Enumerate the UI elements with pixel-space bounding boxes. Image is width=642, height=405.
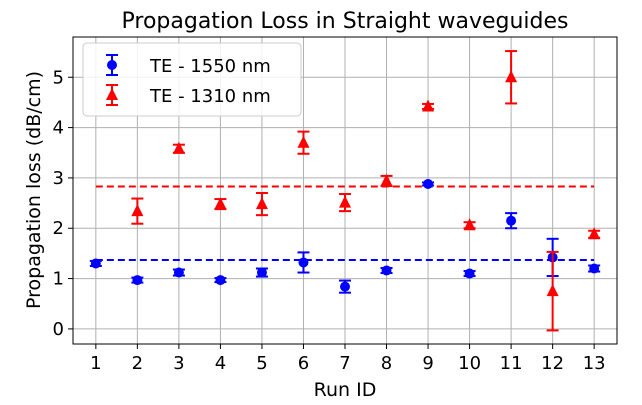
data-point	[463, 218, 476, 231]
data-point	[131, 204, 144, 217]
data-point	[214, 197, 227, 210]
legend-markers	[106, 54, 118, 106]
y-tick-label: 5	[53, 67, 64, 88]
x-tick-label: 3	[173, 353, 184, 374]
y-axis-ticks: 0 1 2 3 4 5	[53, 67, 73, 340]
legend-label-te-1310: TE - 1310 nm	[149, 86, 271, 107]
mean-lines	[95, 185, 595, 261]
x-tick-label: 6	[298, 353, 309, 374]
y-tick-label: 3	[53, 168, 64, 189]
data-point	[422, 99, 435, 112]
x-tick-label: 7	[339, 353, 350, 374]
y-tick-label: 4	[53, 118, 64, 139]
data-point	[506, 215, 517, 226]
data-point	[339, 195, 351, 208]
data-point	[589, 263, 600, 274]
legend: TE - 1550 nm TE - 1310 nm	[82, 42, 302, 117]
data-point	[172, 141, 185, 154]
y-tick-label: 2	[53, 218, 64, 239]
y-tick-label: 0	[53, 319, 64, 340]
data-point	[423, 178, 434, 189]
x-tick-label: 5	[256, 353, 267, 374]
data-point	[298, 257, 309, 268]
data-point	[464, 268, 475, 279]
data-point	[173, 267, 184, 278]
x-tick-label: 9	[422, 353, 433, 374]
x-tick-label: 12	[541, 353, 564, 374]
data-point	[588, 227, 601, 240]
data-point	[505, 70, 518, 83]
legend-box	[82, 42, 302, 117]
x-axis-ticks: 1 2 3 4 5 6 7 8 9 10 11 12 13	[90, 344, 606, 374]
data-points	[89, 50, 601, 332]
y-tick-label: 1	[53, 269, 64, 290]
data-point	[380, 173, 393, 186]
data-point	[546, 284, 559, 297]
legend-marker	[106, 88, 118, 100]
legend-marker	[107, 60, 117, 70]
x-tick-label: 2	[132, 353, 143, 374]
data-point	[90, 258, 101, 269]
x-tick-label: 8	[381, 353, 392, 374]
x-axis-title: Run ID	[314, 379, 377, 401]
chart-title: Propagation Loss in Straight waveguides	[122, 9, 569, 34]
data-point	[132, 275, 143, 286]
x-tick-label: 1	[90, 353, 101, 374]
data-point	[256, 267, 267, 278]
data-point	[255, 197, 268, 210]
data-point	[381, 265, 392, 276]
data-point	[215, 275, 226, 286]
data-point	[297, 135, 310, 148]
y-axis-title: Propagation loss (dB/cm)	[23, 71, 45, 309]
data-point	[340, 281, 350, 292]
series-te-1310	[131, 50, 601, 332]
x-tick-label: 10	[458, 353, 481, 374]
x-tick-label: 11	[500, 353, 523, 374]
legend-label-te-1550: TE - 1550 nm	[149, 56, 271, 77]
x-tick-label: 13	[583, 353, 606, 374]
series-te-1550	[89, 178, 601, 294]
x-tick-label: 4	[215, 353, 226, 374]
